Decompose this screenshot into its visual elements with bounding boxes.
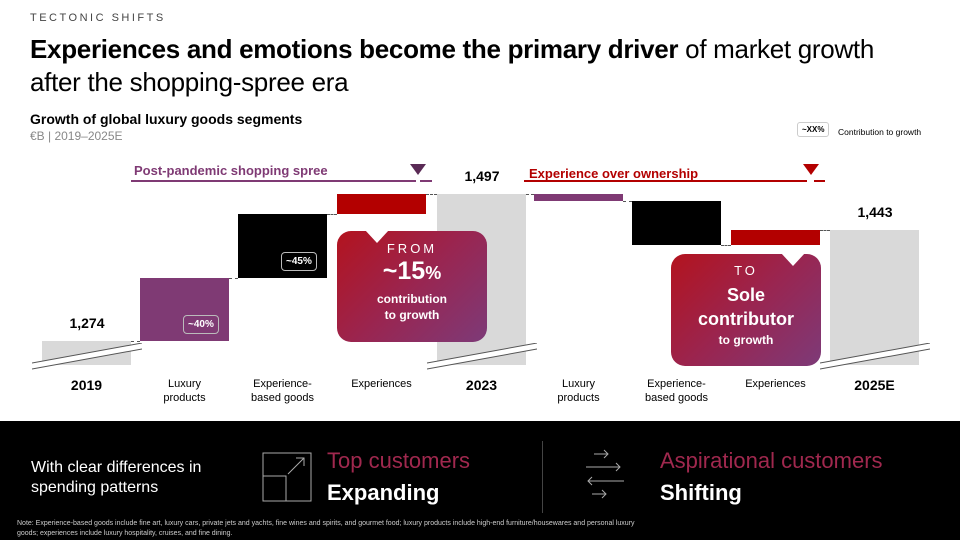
connector-line: [721, 244, 731, 246]
phase-underline-2: [524, 180, 807, 182]
callout-to: TO Sole contributor to growth: [671, 253, 821, 366]
value-label: 1,443: [857, 203, 893, 220]
page-title: Experiences and emotions become the prim…: [30, 33, 930, 99]
category-label: Experience-based goods: [645, 378, 708, 404]
top-customers-title: Top customers: [327, 448, 471, 473]
shift-arrows-icon: [586, 449, 624, 499]
legend-box: ~XX%: [797, 122, 830, 137]
connector-line: [229, 277, 238, 279]
callout-lead: TO: [734, 263, 758, 278]
waterfall-chart: 1,274 2019 ~40% Luxury products ~45% Experien…: [32, 168, 930, 404]
chart-title: Growth of global luxury goods segments: [30, 111, 303, 127]
contribution-badge: ~45%: [281, 251, 317, 271]
chart-subtitle: €B | 2019–2025E: [30, 129, 123, 143]
phase-marker-1-icon: [410, 164, 426, 175]
connector-line: [526, 194, 534, 195]
axis-break-icon: [427, 343, 537, 370]
connector-line: [820, 229, 830, 231]
callout-from: FROM ~15% contribution to growth: [337, 230, 487, 342]
footer-band: With clear differences in spending patte…: [0, 421, 960, 540]
phase-marker-2-icon: [803, 164, 819, 175]
callout-big-suffix: %: [425, 263, 442, 283]
callout-lead: FROM: [386, 241, 438, 256]
axis-break-icon: [32, 343, 142, 370]
value-label: 1,274: [69, 315, 105, 332]
phase-underline-1: [131, 180, 416, 182]
category-label: Experiences: [745, 378, 806, 390]
bar-7: [731, 229, 820, 245]
connector-line: [131, 341, 140, 343]
category-label: 2023: [465, 377, 498, 393]
aspirational-customers-sub: Shifting: [660, 480, 742, 505]
callout-notch-icon: [781, 253, 805, 266]
category-label: Experience-based goods: [251, 378, 314, 404]
category-label: Experiences: [351, 378, 412, 390]
legend-label: Contribution to growth: [838, 127, 922, 137]
expand-icon: [262, 452, 312, 502]
category-label: Luxury products: [163, 378, 206, 404]
phase-label-2: Experience over ownership: [529, 166, 699, 181]
footnote: Note: Experience-based goods include fin…: [17, 520, 635, 537]
callout-big: Sole: [726, 285, 765, 305]
footer-divider: [542, 441, 543, 513]
footer-intro: With clear differences in spending patte…: [31, 459, 202, 496]
top-customers-sub: Expanding: [327, 480, 440, 505]
title-rest: of market growth after the shopping-spre…: [30, 34, 875, 97]
connector-line: [623, 200, 632, 202]
connector-line: [426, 194, 437, 195]
category-label: 2019: [70, 377, 103, 393]
callout-line2: to growth: [718, 333, 774, 347]
contribution-badge: ~40%: [183, 315, 219, 335]
bar-5: [534, 194, 623, 201]
bar-6: [632, 200, 721, 245]
bar-8: [830, 229, 919, 365]
category-label: Luxury products: [557, 378, 600, 404]
connector-line: [327, 214, 337, 216]
axis-break-icon: [820, 343, 930, 370]
callout-line2: to growth: [384, 308, 440, 322]
value-label: 1,497: [464, 168, 500, 184]
phase-tick-2: [814, 180, 825, 182]
callout-notch-icon: [365, 230, 389, 243]
callout-line1: contributor: [698, 309, 794, 329]
callout-line1: contribution: [377, 292, 447, 306]
bar-3: [337, 194, 426, 215]
category-label: 2025E: [854, 377, 895, 393]
aspirational-customers-title: Aspirational customers: [660, 448, 883, 473]
kicker: TECTONIC SHIFTS: [30, 12, 166, 24]
phase-label-1: Post-pandemic shopping spree: [134, 163, 328, 178]
callout-big: ~15: [382, 257, 426, 285]
title-bold: Experiences and emotions become the prim…: [30, 34, 679, 64]
phase-tick-1: [420, 180, 432, 182]
